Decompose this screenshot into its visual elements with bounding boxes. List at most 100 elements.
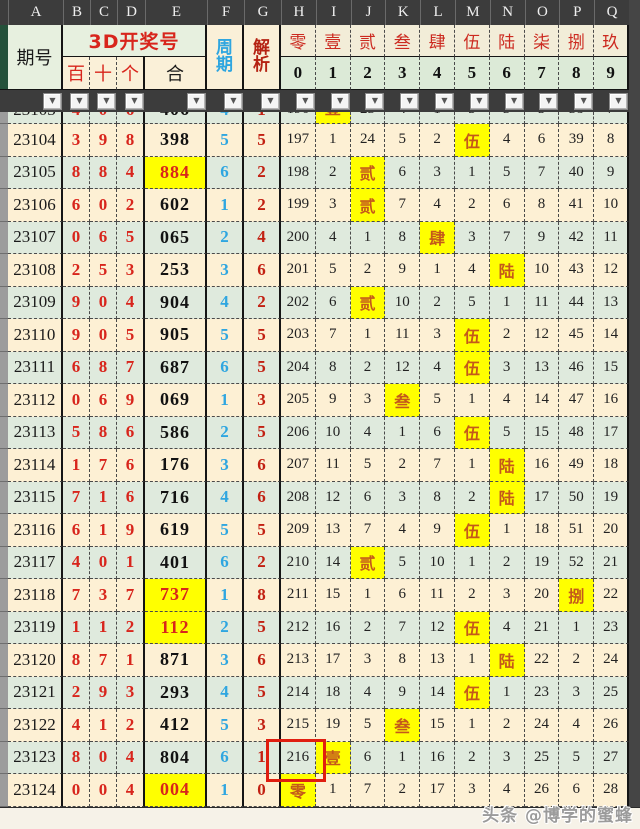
cell-hit-digit-2[interactable]: 贰: [350, 546, 386, 579]
cell-miss-count-7[interactable]: 18: [524, 514, 560, 547]
cell-miss-count-2[interactable]: 24: [350, 124, 386, 157]
cell-period[interactable]: 23118: [8, 579, 63, 612]
cell-hit-digit-1[interactable]: 壹: [315, 741, 351, 774]
digit-number-header-7[interactable]: 7: [524, 57, 560, 90]
cell-miss-count-2[interactable]: 5: [350, 709, 386, 742]
column-letter-B[interactable]: B: [63, 0, 90, 25]
filter-dropdown-button-G[interactable]: ▼: [261, 92, 280, 110]
cell-combo[interactable]: 904: [145, 286, 207, 319]
cell-miss-count-9[interactable]: 10: [594, 189, 629, 222]
cell-miss-count-9[interactable]: 27: [594, 741, 629, 774]
cell-miss-count-7[interactable]: 12: [524, 319, 560, 352]
cell-digit-hundreds[interactable]: 1: [63, 449, 90, 482]
column-letter-I[interactable]: I: [315, 0, 351, 25]
cell-miss-count-3[interactable]: 10: [385, 286, 421, 319]
cell-hit-digit-2[interactable]: 贰: [350, 189, 386, 222]
cell-digit-tens[interactable]: 1: [90, 481, 117, 514]
cell-miss-count-8[interactable]: 42: [559, 221, 595, 254]
cell-miss-count-5[interactable]: 3: [454, 221, 490, 254]
filter-dropdown-button-L[interactable]: ▼: [434, 92, 454, 110]
column-letter-P[interactable]: P: [559, 0, 594, 25]
cell-miss-count-0[interactable]: 199: [281, 189, 316, 222]
cell-miss-count-8[interactable]: 44: [559, 286, 595, 319]
cell-digit-hundreds[interactable]: 8: [63, 644, 90, 677]
cell-analysis[interactable]: 6: [244, 644, 281, 677]
cell-digit-hundreds[interactable]: 2: [63, 254, 90, 287]
cell-miss-count-8[interactable]: 3: [559, 676, 595, 709]
cell-digit-tens[interactable]: 7: [90, 449, 117, 482]
cell-miss-count-4[interactable]: 5: [420, 384, 455, 417]
cell-combo[interactable]: 905: [145, 319, 207, 352]
cell-miss-count-7[interactable]: 17: [524, 481, 560, 514]
cell-cycle[interactable]: 3: [207, 644, 244, 677]
cell-digit-ones[interactable]: 4: [117, 741, 145, 774]
cell-miss-count-8[interactable]: 50: [559, 481, 595, 514]
cell-miss-count-4[interactable]: 17: [420, 774, 455, 807]
cell-miss-count-0[interactable]: 204: [281, 351, 316, 384]
cell-miss-count-6[interactable]: 3: [489, 112, 525, 124]
cell-hit-digit-2[interactable]: 贰: [350, 286, 386, 319]
cell-miss-count-7[interactable]: 10: [524, 254, 560, 287]
filter-dropdown-button-I[interactable]: ▼: [330, 92, 350, 110]
cell-miss-count-8[interactable]: 52: [559, 546, 595, 579]
cell-miss-count-6[interactable]: 2: [489, 546, 525, 579]
cell-miss-count-4[interactable]: 4: [420, 189, 455, 222]
cell-combo[interactable]: 412: [145, 709, 207, 742]
digit-number-header-5[interactable]: 5: [454, 57, 490, 90]
cell-miss-count-0[interactable]: 203: [281, 319, 316, 352]
cell-miss-count-7[interactable]: 25: [524, 741, 560, 774]
cell-analysis[interactable]: 5: [244, 514, 281, 547]
cell-miss-count-3[interactable]: 9: [385, 676, 421, 709]
cell-combo[interactable]: 293: [145, 676, 207, 709]
cell-digit-hundreds[interactable]: 7: [63, 481, 90, 514]
cell-combo[interactable]: 586: [145, 416, 207, 449]
cell-miss-count-8[interactable]: 38: [559, 112, 595, 124]
cell-digit-ones[interactable]: 5: [117, 319, 145, 352]
digit-name-header-4[interactable]: 肆: [420, 25, 455, 57]
cell-period[interactable]: 23105: [8, 156, 63, 189]
cell-miss-count-7[interactable]: 24: [524, 709, 560, 742]
cell-period[interactable]: 23108: [8, 254, 63, 287]
cell-miss-count-8[interactable]: 1: [559, 611, 595, 644]
cell-miss-count-1[interactable]: 14: [315, 546, 351, 579]
cell-digit-tens[interactable]: 8: [90, 351, 117, 384]
cell-digit-ones[interactable]: 1: [117, 546, 145, 579]
cell-miss-count-6[interactable]: 4: [489, 774, 525, 807]
cell-miss-count-2[interactable]: 6: [350, 741, 386, 774]
cell-miss-count-8[interactable]: 2: [559, 644, 595, 677]
cell-digit-tens[interactable]: 1: [90, 514, 117, 547]
cell-digit-hundreds[interactable]: 5: [63, 416, 90, 449]
cell-miss-count-7[interactable]: 16: [524, 449, 560, 482]
cell-combo[interactable]: 737: [145, 579, 207, 612]
cell-digit-tens[interactable]: 0: [90, 546, 117, 579]
cell-miss-count-0[interactable]: 214: [281, 676, 316, 709]
cell-miss-count-5[interactable]: 5: [454, 112, 490, 124]
cell-miss-count-0[interactable]: 213: [281, 644, 316, 677]
cell-combo[interactable]: 406: [145, 112, 207, 124]
cell-digit-tens[interactable]: 8: [90, 416, 117, 449]
cell-digit-hundreds[interactable]: 2: [63, 676, 90, 709]
cell-miss-count-1[interactable]: 13: [315, 514, 351, 547]
cell-miss-count-5[interactable]: 1: [454, 449, 490, 482]
filter-dropdown-button-Q[interactable]: ▼: [608, 92, 628, 110]
cell-digit-tens[interactable]: 0: [90, 774, 117, 807]
cell-period[interactable]: 23113: [8, 416, 63, 449]
cell-miss-count-7[interactable]: 6: [524, 124, 560, 157]
cell-digit-hundreds[interactable]: 6: [63, 351, 90, 384]
cell-cycle[interactable]: 1: [207, 189, 244, 222]
cell-miss-count-8[interactable]: 47: [559, 384, 595, 417]
cell-miss-count-3[interactable]: 4: [385, 514, 421, 547]
cell-miss-count-6[interactable]: 1: [489, 286, 525, 319]
filter-dropdown-button-K[interactable]: ▼: [400, 92, 420, 110]
cell-digit-hundreds[interactable]: 9: [63, 319, 90, 352]
cell-miss-count-9[interactable]: 19: [594, 481, 629, 514]
cell-miss-count-1[interactable]: 3: [315, 189, 351, 222]
draw-sub-header-2[interactable]: 个: [117, 57, 145, 90]
cell-digit-hundreds[interactable]: 6: [63, 514, 90, 547]
column-letter-E[interactable]: E: [145, 0, 207, 25]
cell-miss-count-9[interactable]: 12: [594, 254, 629, 287]
column-letter-Q[interactable]: Q: [594, 0, 629, 25]
cell-digit-tens[interactable]: 9: [90, 676, 117, 709]
draw-sub-header-0[interactable]: 百: [63, 57, 90, 90]
cell-miss-count-3[interactable]: 9: [385, 254, 421, 287]
